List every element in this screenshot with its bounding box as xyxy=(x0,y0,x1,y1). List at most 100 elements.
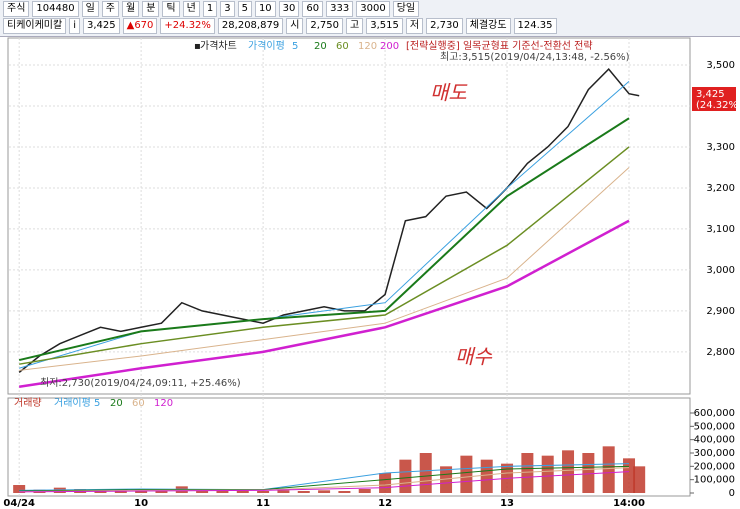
y-tick-label: 3,000 xyxy=(706,265,735,276)
toolbar-item: i xyxy=(69,17,80,34)
last-price: 3,425 xyxy=(696,89,725,100)
toolbar-item[interactable]: 10 xyxy=(254,0,276,17)
x-tick-label: 11 xyxy=(256,498,270,509)
volume-bar xyxy=(440,466,453,493)
toolbar-item[interactable]: 분 xyxy=(142,0,160,17)
volume-bar xyxy=(358,489,371,493)
toolbar-item[interactable]: 월 xyxy=(122,0,140,17)
volume-bar xyxy=(338,491,351,493)
legend-entry: 20 xyxy=(314,41,327,52)
toolbar-item[interactable]: 3 xyxy=(220,0,235,17)
y-tick-label: 3,500 xyxy=(706,60,735,71)
series-line xyxy=(19,467,630,493)
y-tick-label: 300,000 xyxy=(694,448,735,459)
volume-bar xyxy=(623,458,636,493)
y-tick-label: 3,200 xyxy=(706,183,735,194)
volume-bar xyxy=(582,453,595,493)
chart: 2,8002,9003,0003,1003,2003,3003,4003,500… xyxy=(3,37,740,509)
series-line xyxy=(18,117,630,362)
y-tick-label: 2,800 xyxy=(706,347,735,358)
last-change: (24.32%) xyxy=(696,100,740,111)
x-tick-label: 10 xyxy=(134,498,148,509)
volume-bar xyxy=(541,455,554,493)
toolbar-item: ▲670 xyxy=(122,17,158,34)
toolbar-item[interactable]: 주 xyxy=(101,0,119,17)
toolbar-row: 주식 104480 일 주 월 분 틱 년 1 3 5 10 30 60 333 3000 당일 xyxy=(0,0,740,17)
series-line xyxy=(19,471,630,493)
x-tick-label: 14:00 xyxy=(613,498,645,509)
toolbar-item[interactable]: 틱 xyxy=(162,0,180,17)
toolbar-item[interactable]: 104480 xyxy=(32,0,79,17)
toolbar-item: 티케이케미칼 xyxy=(3,17,67,34)
quote-row: 티케이케미칼 i 3,425 ▲670 +24.32% 28,208,879 시 2,750 고… xyxy=(0,17,740,34)
toolbar-item: +24.32% xyxy=(160,17,215,34)
legend-entry: 200 xyxy=(380,41,399,52)
y-tick-label: 200,000 xyxy=(694,461,735,472)
toolbar-item[interactable]: 30 xyxy=(278,0,300,17)
toolbar-item: 2,750 xyxy=(306,17,344,34)
volume-bar xyxy=(399,459,412,493)
series-line xyxy=(18,219,630,388)
series-line xyxy=(19,81,630,369)
toolbar-item: 28,208,879 xyxy=(217,17,284,34)
volume-bar xyxy=(633,466,646,493)
toolbar-item[interactable]: 60 xyxy=(302,0,324,17)
volume-bar xyxy=(135,490,148,493)
low-note: 최저:2,730(2019/04/24,09:11, +25.46%) xyxy=(40,377,241,389)
toolbar-item: 3,425 xyxy=(82,17,120,34)
y-tick-label: 3,300 xyxy=(706,142,735,153)
volume-bar xyxy=(277,490,290,493)
x-tick-label: 12 xyxy=(378,498,392,509)
toolbar-item[interactable]: 당일 xyxy=(392,0,420,17)
volume-bar xyxy=(419,453,432,493)
volume-bar xyxy=(480,459,493,493)
y-tick-label: 400,000 xyxy=(694,435,735,446)
volume-bar xyxy=(602,446,615,493)
sell-note: 매도 xyxy=(430,81,468,105)
series-line xyxy=(19,146,630,365)
toolbar-item[interactable]: 1 xyxy=(202,0,218,17)
high-note: 최고:3,515(2019/04/24,13:48, -2.56%) xyxy=(440,51,630,63)
y-tick-label: 500,000 xyxy=(694,421,735,432)
volume-bar xyxy=(257,491,270,493)
toolbar-item: 시 xyxy=(286,17,304,34)
toolbar: 주식 104480 일 주 월 분 틱 년 1 3 5 10 30 60 333 3000 당일 티케이케미칼 i… xyxy=(0,0,740,37)
toolbar-item[interactable]: 주식 xyxy=(3,0,30,17)
toolbar-item: 저 xyxy=(405,17,424,34)
volume-bar xyxy=(297,491,310,493)
series-line xyxy=(19,465,630,492)
y-tick-label: 600,000 xyxy=(694,408,735,419)
legend-entry: 120 xyxy=(154,398,173,409)
legend-entry: 120 xyxy=(358,41,377,52)
volume-bar xyxy=(521,453,534,493)
volume-bar xyxy=(562,450,575,493)
series-line xyxy=(19,463,630,491)
toolbar-item: 124.35 xyxy=(513,17,557,34)
volume-bar xyxy=(216,489,229,493)
x-tick-label: 04/24 xyxy=(3,498,35,509)
buy-note: 매수 xyxy=(455,345,492,369)
legend-entry: 거래이평 5 xyxy=(54,397,100,409)
volume-bar xyxy=(13,485,26,493)
y-tick-label: 2,900 xyxy=(706,306,735,317)
toolbar-item[interactable]: 5 xyxy=(237,0,252,17)
series-line xyxy=(19,167,630,371)
legend-entry: 가격차트 xyxy=(200,39,237,52)
toolbar-item: 3,515 xyxy=(366,17,403,34)
volume-bar xyxy=(236,490,249,493)
volume-pane xyxy=(7,397,691,497)
volume-bar xyxy=(196,490,209,493)
toolbar-item[interactable]: 333 xyxy=(326,0,354,17)
toolbar-item[interactable]: 년 xyxy=(182,0,200,17)
volume-bar xyxy=(318,490,331,493)
toolbar-item[interactable]: 3000 xyxy=(356,0,390,17)
volume-bar xyxy=(460,455,473,493)
strategy-label: [전략실행중] 일목균형표 기준선-전환선 전략 xyxy=(406,40,593,52)
toolbar-item: 고 xyxy=(346,17,364,34)
legend-mark: ▪ xyxy=(194,41,201,52)
toolbar-item: 체결강도 xyxy=(465,17,511,34)
toolbar-item[interactable]: 일 xyxy=(81,0,99,17)
y-tick-label: 100,000 xyxy=(694,475,735,486)
toolbar-item: 2,730 xyxy=(426,17,463,34)
